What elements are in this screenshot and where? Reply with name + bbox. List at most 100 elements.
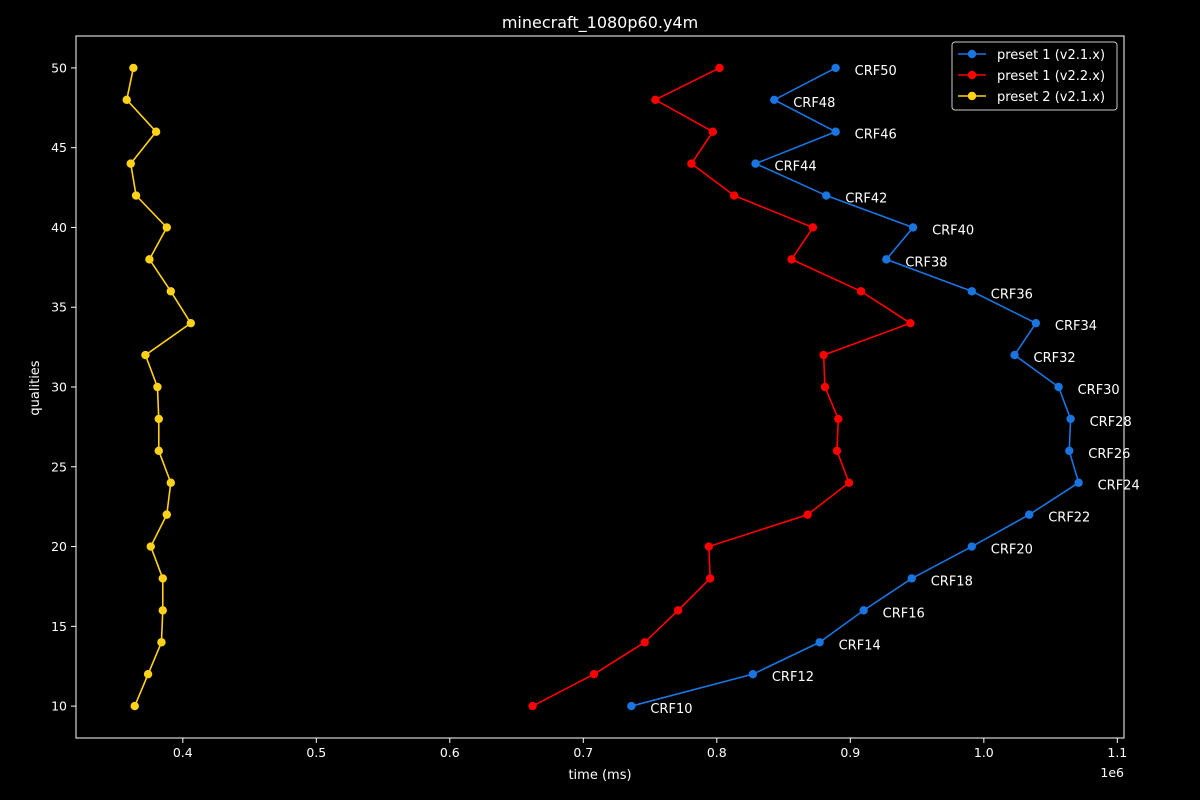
x-axis-ticks: 0.4 0.5 0.6 0.7 0.8 0.9 1.0 1.1 [173,738,1127,760]
data-point [1066,414,1075,424]
data-point [186,318,196,328]
point-label: CRF42 [845,192,887,207]
y-tick-label: 20 [51,539,67,554]
data-point [770,95,779,105]
legend-entry: preset 1 (v2.2.x) [997,69,1105,84]
x-tick-label: 0.5 [306,745,326,760]
legend-entry: preset 2 (v2.1.x) [997,90,1105,105]
series-markers [122,63,1083,711]
data-point [627,701,636,711]
y-tick-label: 35 [51,300,67,315]
data-point [131,191,141,200]
point-label: CRF40 [932,223,974,238]
data-point [908,223,918,232]
x-tick-label: 0.8 [707,745,727,760]
x-tick-label: 1.0 [974,745,994,760]
data-point [129,63,138,73]
x-tick-label: 0.9 [840,745,860,760]
point-label: CRF30 [1078,383,1120,398]
point-label: CRF36 [991,287,1033,302]
data-point [831,63,840,73]
x-axis-label: time (ms) [568,768,631,783]
data-point [1065,446,1074,456]
data-point [787,255,796,264]
data-point [651,95,660,105]
data-point [831,127,840,136]
data-point [748,669,758,679]
data-point [705,574,715,583]
data-point [640,638,649,647]
point-label: CRF48 [793,96,835,111]
data-point [820,382,830,392]
data-point [856,287,866,296]
data-point [832,446,842,456]
data-point [815,638,824,647]
legend-marker [967,70,977,80]
point-label: CRF32 [1034,351,1076,366]
data-point [126,159,135,168]
data-point [808,223,818,232]
legend-marker [967,49,977,59]
point-label: CRF18 [931,574,973,589]
x-tick-label: 0.6 [440,745,460,760]
data-point [154,414,163,424]
data-point [1074,478,1083,487]
y-axis-label: qualities [28,360,43,415]
data-point [704,542,714,551]
point-label: CRF22 [1048,511,1090,526]
point-label: CRF26 [1088,447,1130,462]
data-point [162,510,171,519]
data-point [1025,510,1034,519]
y-tick-label: 30 [51,380,67,395]
data-point [967,542,977,551]
data-point [1054,382,1063,392]
point-label: CRF16 [883,606,925,621]
y-tick-label: 10 [51,699,67,714]
data-point [153,382,162,392]
data-point [589,669,599,679]
data-point [130,701,139,711]
point-label: CRF34 [1055,319,1097,334]
data-point [906,318,915,328]
data-point [158,574,167,583]
data-point [687,159,696,168]
y-tick-label: 50 [51,60,67,75]
data-point [715,63,724,73]
legend-marker [967,91,977,101]
data-point [967,287,977,296]
data-point [166,478,175,487]
data-point [143,669,153,679]
legend-entry: preset 1 (v2.1.x) [997,48,1105,63]
data-point [819,350,828,360]
data-point [708,127,718,136]
point-label: CRF50 [855,64,897,79]
data-point [859,606,868,615]
data-point [158,606,167,615]
x-axis-offset-text: 1e6 [1100,765,1124,780]
data-point [803,510,812,519]
point-label: CRF46 [855,128,897,143]
point-label: CRF24 [1098,479,1140,494]
x-tick-label: 0.7 [573,745,593,760]
data-point [528,701,537,711]
chart-title: minecraft_1080p60.y4m [502,13,698,33]
y-tick-label: 45 [51,140,67,155]
x-tick-label: 0.4 [173,745,193,760]
data-point [157,638,166,647]
legend-box [951,41,1118,111]
data-point [673,606,683,615]
point-label: CRF44 [775,160,817,175]
y-tick-label: 40 [51,220,67,235]
point-label: CRF12 [772,670,814,685]
data-point [122,95,131,105]
data-point [729,191,739,200]
point-label: CRF20 [991,543,1033,558]
data-point [822,191,831,200]
data-point [146,542,155,551]
point-annotations: CRF10 CRF12 CRF14 CRF16 CRF18 CRF20 CRF22 CRF24… [650,64,1139,717]
data-point [907,574,916,583]
point-label: CRF10 [650,702,692,717]
data-point [145,255,154,264]
